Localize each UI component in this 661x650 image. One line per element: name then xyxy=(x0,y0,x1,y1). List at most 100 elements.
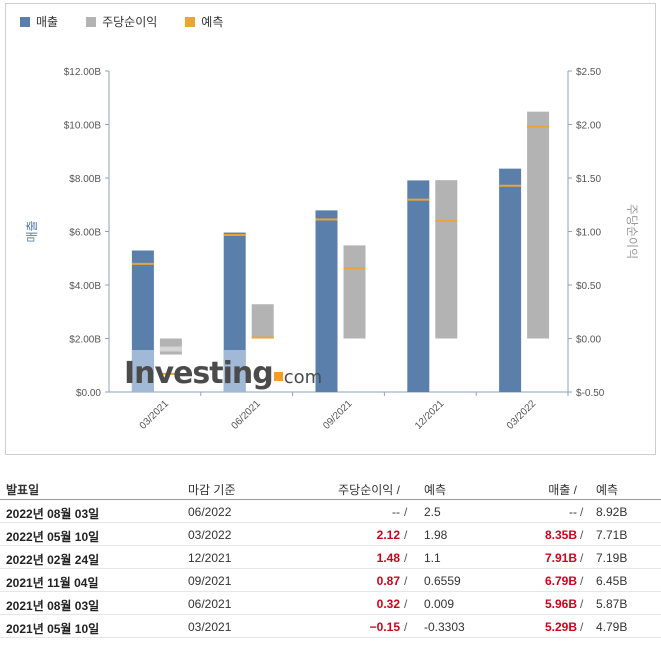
eps-bar xyxy=(527,111,550,339)
earnings-table: 발표일 마감 기준 주당순이익 / 예측 매출 / 예측 2022년 08월 0… xyxy=(0,476,661,638)
revenue-bar-highlight xyxy=(223,350,246,392)
row-separator: / xyxy=(580,528,584,542)
earnings-chart: 매출 주당순이익 예측 $0.00 $2.00B $4.00B $6.00B $8.00… xyxy=(5,3,656,455)
revenue-bar xyxy=(407,180,430,392)
left-tick-label: $6.00B xyxy=(69,228,101,239)
row-eps: -- xyxy=(392,505,400,519)
right-tick-label: $-0.50 xyxy=(576,388,605,399)
eps-forecast-mark xyxy=(251,336,274,339)
header-revenue-forecast[interactable]: 예측 xyxy=(596,483,619,497)
eps-bar xyxy=(435,180,458,339)
row-revenue-forecast: 7.19B xyxy=(596,551,628,565)
x-tick-label: 03/2022 xyxy=(505,398,539,432)
row-eps-forecast: 1.1 xyxy=(424,551,441,565)
eps-forecast-mark xyxy=(159,372,182,375)
table-row: 2021년 05월 10일 03/2021 −0.15/-0.3303 5.29B/4… xyxy=(0,615,661,638)
header-eps-forecast[interactable]: 예측 xyxy=(424,483,447,497)
row-date: 2021년 11월 04일 xyxy=(6,576,99,590)
table-row: 2022년 02월 24일 12/2021 1.48/1.1 7.91B/7.19B xyxy=(0,546,661,569)
right-tick-label: $0.00 xyxy=(576,335,601,346)
eps-forecast-mark xyxy=(435,219,458,222)
revenue-swatch-icon xyxy=(20,16,30,27)
x-tick-label: 09/2021 xyxy=(321,398,355,432)
chart-legend: 매출 주당순이익 예측 xyxy=(20,13,223,30)
eps-forecast-mark xyxy=(527,125,550,128)
row-revenue: 5.29B xyxy=(544,620,577,634)
header-revenue[interactable]: 매출 / xyxy=(548,483,577,497)
row-eps-forecast: 0.6559 xyxy=(424,574,461,588)
header-eps[interactable]: 주당순이익 / xyxy=(338,483,400,497)
header-date[interactable]: 발표일 xyxy=(6,483,40,497)
eps-bar xyxy=(343,245,366,339)
row-eps-forecast: -0.3303 xyxy=(424,620,465,634)
row-revenue-forecast: 6.45B xyxy=(596,574,628,588)
table-row: 2022년 05월 10일 03/2022 2.12/1.98 8.35B/7.71B xyxy=(0,523,661,546)
eps-swatch-icon xyxy=(86,16,97,27)
left-tick-label: $4.00B xyxy=(69,281,101,292)
header-period[interactable]: 마감 기준 xyxy=(188,483,236,497)
row-separator: / xyxy=(404,597,408,611)
legend-forecast-label: 예측 xyxy=(201,15,224,29)
row-period: 06/2022 xyxy=(188,505,232,519)
table-row: 2021년 08월 03일 06/2021 0.32/0.009 5.96B/5.87… xyxy=(0,592,661,615)
row-revenue-forecast: 7.71B xyxy=(596,528,628,542)
legend-eps-label: 주당순이익 xyxy=(102,15,158,29)
row-separator: / xyxy=(404,551,408,565)
row-revenue-forecast: 8.92B xyxy=(596,505,628,519)
row-period: 06/2021 xyxy=(188,597,232,611)
left-tick-label: $0.00 xyxy=(76,388,101,399)
row-eps: 2.12 xyxy=(376,528,400,542)
row-separator: / xyxy=(404,528,408,542)
row-revenue: 7.91B xyxy=(544,551,577,565)
legend-revenue-label: 매출 xyxy=(36,15,59,29)
row-separator: / xyxy=(580,505,584,519)
row-revenue: 5.96B xyxy=(544,597,577,611)
x-tick-label: 03/2021 xyxy=(138,398,172,432)
table-row: 2022년 08월 03일 06/2022 --/2.5 --/8.92B xyxy=(0,500,661,523)
row-date: 2021년 08월 03일 xyxy=(6,599,100,613)
row-separator: / xyxy=(404,620,408,634)
row-revenue: 8.35B xyxy=(544,528,577,542)
row-separator: / xyxy=(404,574,408,588)
table-row: 2021년 11월 04일 09/2021 0.87/0.6559 6.79B/6.4… xyxy=(0,569,661,592)
legend-item-revenue[interactable]: 매출 xyxy=(20,13,58,30)
row-eps-forecast: 0.009 xyxy=(424,597,455,611)
row-date: 2022년 05월 10일 xyxy=(6,530,100,544)
row-period: 12/2021 xyxy=(188,551,232,565)
revenue-bar xyxy=(315,210,338,392)
revenue-forecast-mark xyxy=(499,184,522,187)
left-tick-label: $10.00B xyxy=(64,121,102,132)
right-tick-label: $0.50 xyxy=(576,281,601,292)
row-eps-forecast: 1.98 xyxy=(424,528,448,542)
row-eps-forecast: 2.5 xyxy=(424,505,441,519)
right-tick-label: $2.50 xyxy=(576,67,601,78)
legend-item-eps[interactable]: 주당순이익 xyxy=(86,13,157,30)
left-tick-label: $2.00B xyxy=(69,335,101,346)
row-date: 2022년 08월 03일 xyxy=(6,507,100,521)
revenue-forecast-mark xyxy=(315,218,338,221)
eps-bar-highlight xyxy=(159,346,182,352)
eps-forecast-mark xyxy=(343,267,366,270)
forecast-swatch-icon xyxy=(185,16,196,27)
right-tick-label: $2.00 xyxy=(576,121,601,132)
row-revenue: -- xyxy=(569,505,577,519)
legend-item-forecast[interactable]: 예측 xyxy=(185,13,223,30)
row-eps: 1.48 xyxy=(376,551,400,565)
chart-plot: $0.00 $2.00B $4.00B $6.00B $8.00B $10.00B $12.… xyxy=(25,67,639,432)
row-separator: / xyxy=(404,505,408,519)
table-body: 2022년 08월 03일 06/2022 --/2.5 --/8.92B 2022년 … xyxy=(0,500,661,638)
row-period: 03/2022 xyxy=(188,528,232,542)
row-period: 09/2021 xyxy=(188,574,232,588)
revenue-forecast-mark xyxy=(131,262,154,265)
right-tick-label: $1.50 xyxy=(576,174,601,185)
row-separator: / xyxy=(580,620,584,634)
row-revenue: 6.79B xyxy=(544,574,577,588)
revenue-bar-highlight xyxy=(131,350,154,392)
eps-bar xyxy=(251,304,274,339)
right-axis-title: 주당순이익 xyxy=(625,204,639,259)
row-revenue-forecast: 4.79B xyxy=(596,620,628,634)
revenue-forecast-mark xyxy=(223,233,246,236)
row-separator: / xyxy=(580,574,584,588)
row-separator: / xyxy=(580,551,584,565)
revenue-forecast-mark xyxy=(407,198,430,201)
